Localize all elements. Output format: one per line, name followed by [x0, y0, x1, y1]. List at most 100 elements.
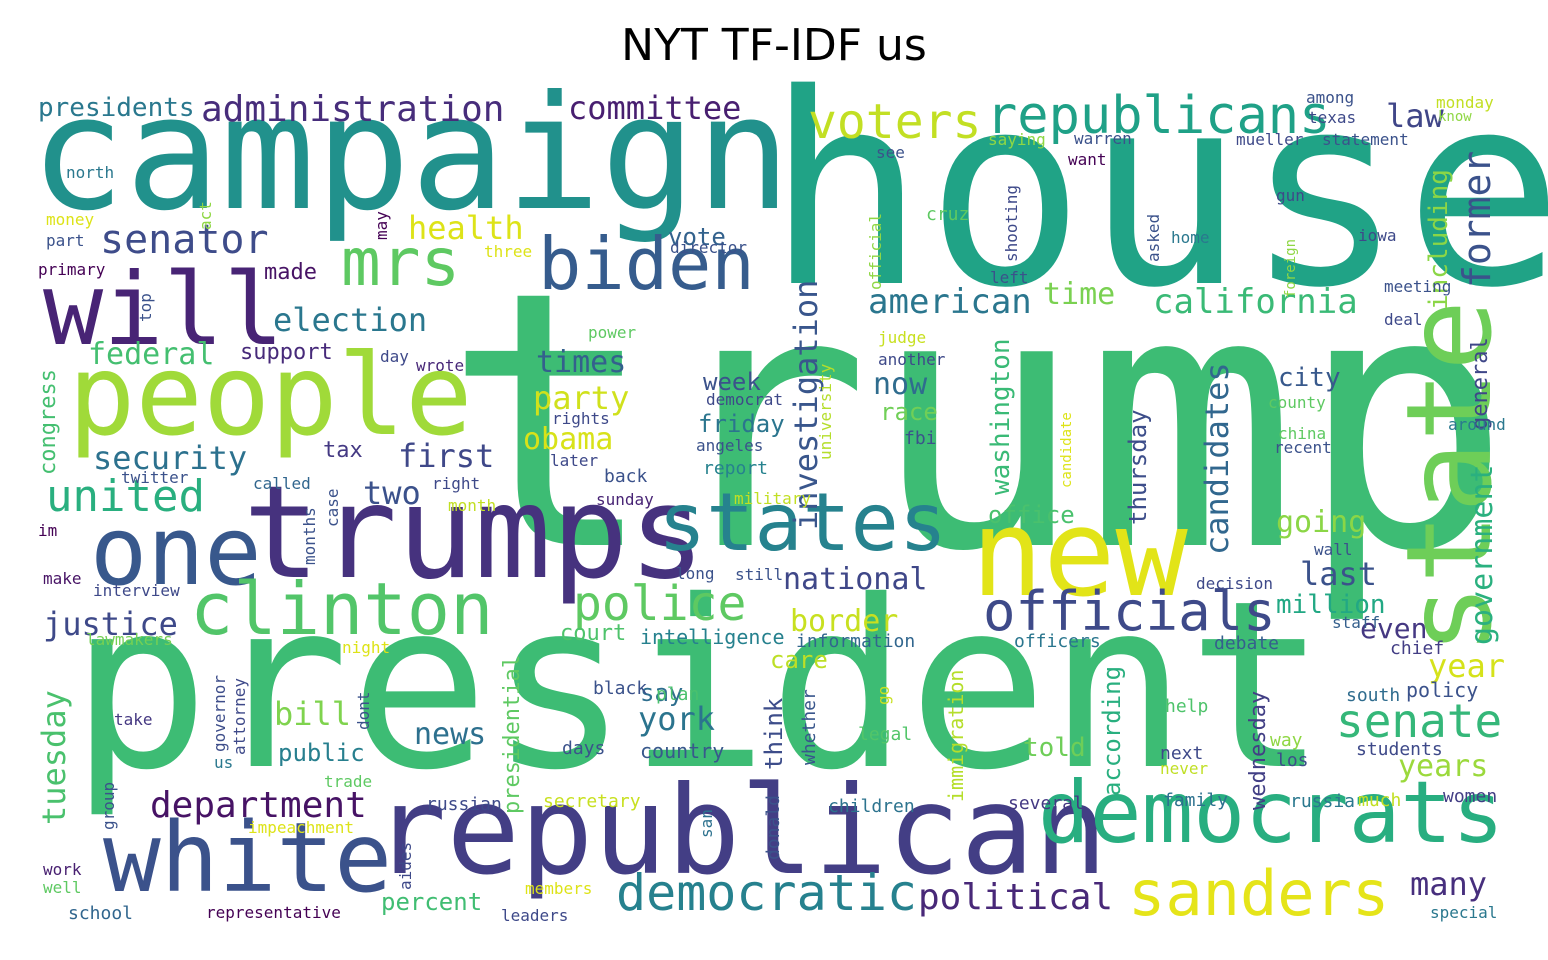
word-health: health: [408, 209, 524, 247]
word-senator: senator: [100, 217, 269, 263]
word-week: week: [703, 368, 761, 396]
word-legal: legal: [858, 724, 913, 745]
word-one: one: [90, 497, 262, 607]
word-three: three: [484, 242, 533, 261]
word-cruz: cruz: [926, 204, 970, 225]
word-time: time: [1043, 277, 1116, 312]
word-president: president: [70, 551, 1328, 821]
word-home: home: [1171, 228, 1210, 247]
word-know: know: [1438, 109, 1472, 125]
word-national: national: [783, 562, 928, 597]
word-campaign: campaign: [30, 62, 791, 246]
word-dont: dont: [354, 691, 373, 730]
word-trade: trade: [324, 772, 373, 791]
word-act: act: [196, 201, 215, 230]
word-warren: warren: [1074, 129, 1132, 148]
word-care: care: [770, 646, 828, 674]
word-money: money: [46, 210, 95, 229]
word-sunday: sunday: [596, 490, 654, 509]
word-candidates: candidates: [1198, 362, 1236, 555]
word-policy: policy: [1406, 678, 1479, 702]
word-support: support: [240, 340, 333, 365]
word-decision: decision: [1196, 574, 1274, 593]
word-governor: governor: [210, 674, 229, 752]
word-recent: recent: [1274, 438, 1332, 457]
word-race: race: [880, 398, 938, 426]
word-white: white: [103, 802, 392, 914]
word-power: power: [588, 323, 637, 342]
word-us: us: [214, 753, 234, 772]
word-democrat: democrat: [706, 390, 784, 409]
word-many: many: [1410, 865, 1488, 903]
word-debate: debate: [1214, 633, 1280, 654]
word-back: back: [604, 466, 648, 487]
word-day: day: [380, 347, 409, 366]
word-court: court: [560, 621, 627, 646]
word-security: security: [93, 439, 248, 477]
word-night: night: [342, 638, 391, 657]
word-party: party: [533, 379, 630, 417]
word-still: still: [735, 565, 784, 584]
word-congress: congress: [36, 369, 61, 475]
word-twitter: twitter: [121, 468, 189, 487]
word-office: office: [988, 501, 1075, 529]
word-people: people: [68, 331, 473, 461]
word-obama: obama: [523, 422, 614, 457]
word-saying: saying: [988, 130, 1046, 149]
word-new: new: [971, 485, 1188, 624]
word-shooting: shooting: [1002, 184, 1021, 262]
word-administration: administration: [201, 89, 505, 130]
word-deal: deal: [1384, 310, 1423, 329]
word-school: school: [68, 903, 134, 924]
word-intelligence: intelligence: [640, 625, 785, 649]
word-government: government: [1465, 464, 1500, 645]
word-trumps: trumps: [243, 459, 706, 608]
word-next: next: [1160, 743, 1204, 764]
word-group: group: [99, 781, 118, 830]
word-impeachment: impeachment: [248, 818, 354, 837]
word-university: university: [816, 363, 835, 460]
word-attorney: attorney: [230, 677, 249, 755]
word-gun: gun: [1276, 186, 1305, 205]
word-republican: republican: [373, 760, 1108, 902]
word-friday: friday: [698, 410, 785, 438]
word-im: im: [38, 521, 58, 540]
word-secretary: secretary: [543, 791, 641, 812]
word-republicans: republicans: [986, 86, 1331, 146]
word-military: military: [734, 489, 812, 508]
word-sanders: sanders: [1128, 857, 1390, 930]
word-former: former: [1455, 150, 1499, 288]
word-police: police: [573, 576, 747, 632]
word-officials: officials: [983, 580, 1276, 643]
word-last: last: [1300, 555, 1378, 593]
word-monday: monday: [1436, 93, 1494, 112]
word-house: house: [766, 38, 1548, 346]
word-report: report: [703, 458, 769, 479]
word-immigration: immigration: [944, 669, 968, 802]
word-two: two: [363, 474, 421, 512]
word-made: made: [264, 260, 317, 285]
word-several: several: [1008, 793, 1084, 814]
word-officers: officers: [1014, 631, 1101, 652]
word-angeles: angeles: [696, 436, 764, 455]
word-will: will: [43, 251, 284, 368]
word-foreign: foreign: [1283, 238, 1299, 298]
word-los: los: [1276, 750, 1309, 771]
word-wrote: wrote: [416, 356, 465, 375]
word-see: see: [876, 143, 905, 162]
word-even: even: [1360, 612, 1428, 645]
word-states: states: [658, 476, 947, 569]
word-official: official: [866, 212, 885, 290]
word-voters: voters: [808, 94, 982, 150]
word-later: later: [550, 451, 599, 470]
word-children: children: [828, 796, 915, 817]
word-china: china: [1278, 424, 1327, 443]
word-election: election: [273, 301, 428, 339]
word-director: director: [670, 238, 748, 257]
word-take: take: [114, 710, 153, 729]
word-san: san: [697, 809, 716, 838]
word-case: case: [323, 488, 342, 527]
word-part: part: [46, 231, 85, 250]
word-around: around: [1448, 415, 1506, 434]
word-think: think: [760, 697, 788, 770]
